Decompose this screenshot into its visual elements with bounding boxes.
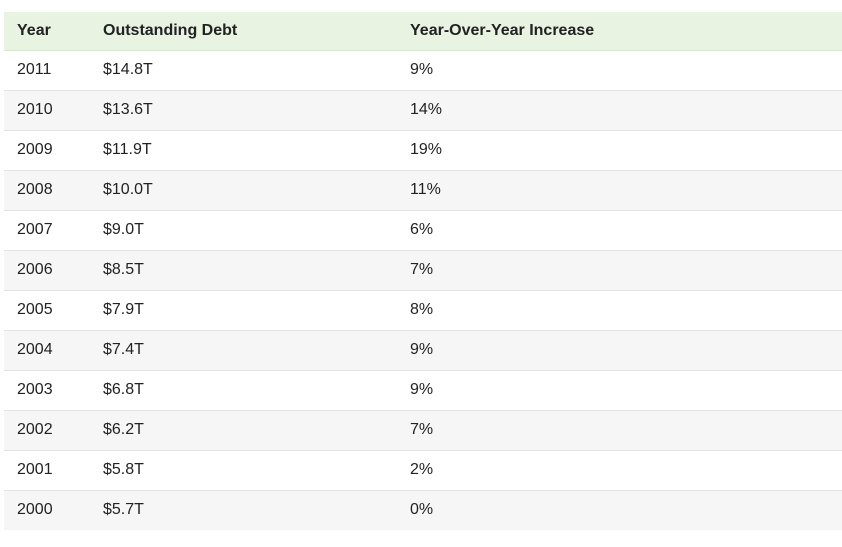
cell-debt: $6.2T	[90, 410, 397, 451]
cell-increase: 9%	[397, 50, 842, 91]
table-row: 2004 $7.4T 9%	[4, 330, 842, 371]
cell-debt: $5.7T	[103, 501, 144, 518]
table-row: 2007 $9.0T 6%	[4, 210, 842, 251]
table-row: 2009 $11.9T 19%	[4, 130, 842, 171]
table-header: Year Outstanding Debt Year-Over-Year Inc…	[4, 12, 842, 51]
table-row: 2010 $13.6T 14%	[4, 90, 842, 131]
debt-table-container: Year Outstanding Debt Year-Over-Year Inc…	[4, 12, 842, 530]
cell-increase: 9%	[397, 370, 842, 411]
table-row: 2006 $8.5T 7%	[4, 250, 842, 291]
cell-debt: $13.6T	[90, 90, 397, 131]
cell-debt: $7.4T	[90, 330, 397, 371]
table-row: 2001 $5.8T 2%	[4, 450, 842, 491]
table-row: 2011 $14.8T 9%	[4, 50, 842, 91]
cell-increase: 7%	[397, 250, 842, 291]
cell-debt: $11.9T	[90, 130, 397, 171]
cell-increase: 0%	[410, 501, 434, 518]
cell-debt: $9.0T	[90, 210, 397, 251]
cell-year: 2010	[4, 90, 90, 131]
cell-year: 2007	[4, 210, 90, 251]
cell-increase: 19%	[397, 130, 842, 171]
table-row: 2005 $7.9T 8%	[4, 290, 842, 331]
cell-debt: $5.8T	[90, 450, 397, 491]
table-row: 2000 $5.7T 0%	[4, 490, 842, 530]
cell-debt: $14.8T	[90, 50, 397, 91]
cell-year: 2001	[4, 450, 90, 491]
cell-debt: $10.0T	[90, 170, 397, 211]
cell-debt: $6.8T	[90, 370, 397, 411]
cell-year: 2004	[4, 330, 90, 371]
cell-year: 2000	[17, 501, 53, 518]
table-row: 2008 $10.0T 11%	[4, 170, 842, 211]
cell-increase: 9%	[397, 330, 842, 371]
cell-debt: $7.9T	[90, 290, 397, 331]
cell-year: 2003	[4, 370, 90, 411]
header-year: Year	[4, 12, 90, 51]
cell-increase: 6%	[397, 210, 842, 251]
cell-year: 2011	[4, 50, 90, 91]
cell-debt: $8.5T	[90, 250, 397, 291]
cell-increase: 2%	[397, 450, 842, 491]
cell-year: 2006	[4, 250, 90, 291]
cell-increase: 11%	[397, 170, 842, 211]
cell-year: 2008	[4, 170, 90, 211]
table-row: 2003 $6.8T 9%	[4, 370, 842, 411]
table-body: 2011 $14.8T 9% 2010 $13.6T 14% 2009 $11.…	[4, 50, 842, 530]
cell-increase: 7%	[397, 410, 842, 451]
cell-increase: 8%	[397, 290, 842, 331]
header-row: Year Outstanding Debt Year-Over-Year Inc…	[4, 12, 842, 51]
header-outstanding-debt: Outstanding Debt	[90, 12, 397, 51]
cell-year: 2009	[4, 130, 90, 171]
header-yoy-increase: Year-Over-Year Increase	[397, 12, 842, 51]
table-row: 2002 $6.2T 7%	[4, 410, 842, 451]
cell-increase: 14%	[397, 90, 842, 131]
cell-year: 2002	[4, 410, 90, 451]
cell-year: 2005	[4, 290, 90, 331]
debt-table: Year Outstanding Debt Year-Over-Year Inc…	[4, 12, 842, 530]
